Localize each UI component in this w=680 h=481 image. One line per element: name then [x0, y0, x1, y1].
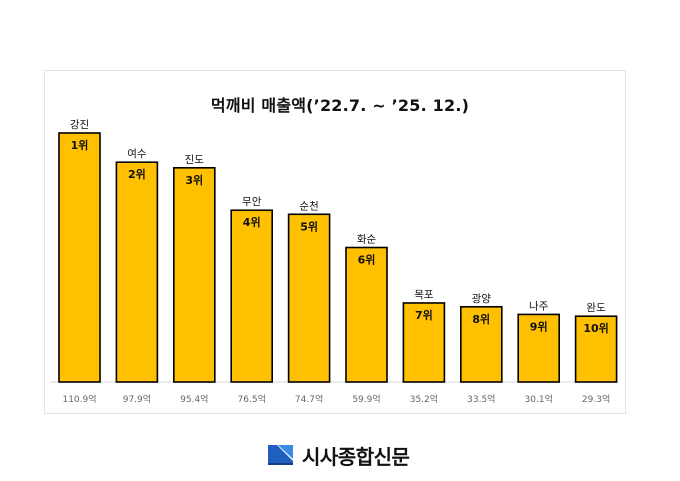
value-label: 97.9억: [123, 393, 151, 405]
logo-text: 시사종합신문: [302, 444, 410, 469]
bar-8: [459, 305, 503, 383]
value-label: 95.4억: [180, 393, 208, 405]
value-label: 30.1억: [525, 393, 553, 405]
bar-2: [115, 161, 159, 383]
rank-label: 8위: [472, 313, 490, 326]
value-label: 35.2억: [410, 393, 438, 405]
region-label: 강진: [70, 119, 89, 131]
region-label: 진도: [185, 154, 205, 166]
rank-label: 7위: [415, 309, 433, 322]
bar-7: [402, 302, 446, 383]
value-label: 74.7억: [295, 393, 323, 405]
bar-5: [287, 213, 331, 383]
region-label: 광양: [472, 293, 492, 305]
bar-6: [345, 246, 388, 383]
value-label: 29.3억: [582, 393, 610, 405]
bar-4: [230, 209, 273, 383]
newspaper-logo-icon: [268, 445, 293, 465]
region-label: 무안: [242, 196, 262, 208]
bar-10: [574, 315, 618, 383]
rank-label: 4위: [243, 216, 261, 229]
region-label: 화순: [357, 234, 377, 246]
bar-9: [517, 313, 561, 383]
region-label: 완도: [586, 301, 606, 314]
rank-label: 5위: [300, 220, 318, 233]
bar-3: [173, 167, 216, 383]
publisher-logo: 시사종합신문: [266, 440, 410, 470]
rank-label: 6위: [358, 254, 376, 267]
region-label: 순천: [299, 200, 318, 212]
value-label: 59.9억: [352, 393, 380, 405]
rank-label: 3위: [185, 174, 203, 187]
value-label: 110.9억: [62, 393, 96, 405]
value-label: 76.5억: [238, 393, 266, 405]
rank-label: 1위: [71, 139, 89, 152]
region-label: 나주: [529, 300, 549, 312]
bar-1: [58, 132, 101, 383]
rank-label: 10위: [583, 322, 608, 335]
region-label: 여수: [127, 148, 147, 160]
value-label: 33.5억: [467, 393, 495, 405]
rank-label: 2위: [128, 168, 146, 181]
region-label: 목포: [414, 289, 434, 301]
rank-label: 9위: [530, 320, 548, 333]
chart-title: 먹깨비 매출액(’22.7. ~ ’25. 12.): [210, 96, 470, 115]
